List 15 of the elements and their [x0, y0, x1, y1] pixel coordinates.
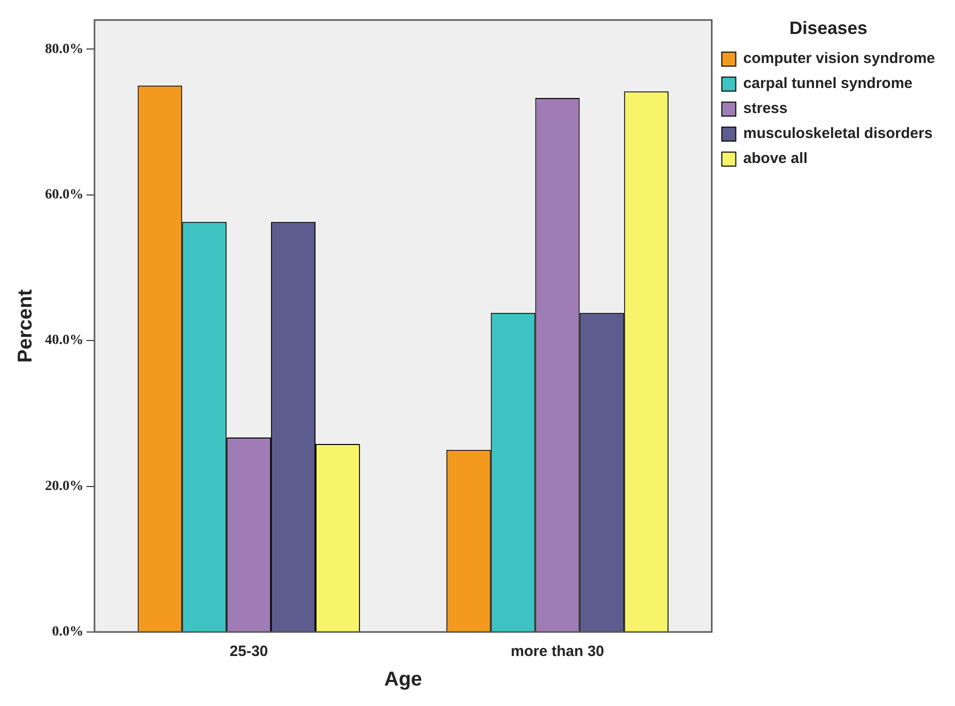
legend-label: computer vision syndrome [743, 50, 936, 68]
x-tick-label: more than 30 [510, 643, 604, 660]
x-axis-title: Age [384, 668, 422, 691]
legend-label: stress [743, 100, 788, 118]
y-axis-title: Percent [14, 288, 37, 363]
y-tick-label: 20.0% [45, 478, 84, 494]
x-tick-label: 25-30 [230, 643, 268, 660]
y-tick-label: 40.0% [45, 333, 84, 348]
y-tick-label: 60.0% [45, 187, 84, 202]
legend-label: carpal tunnel syndrome [743, 75, 913, 92]
legend-label: musculoskeletal disorders [743, 125, 933, 142]
y-tick-label: 80.0% [45, 42, 84, 57]
legend-title: Diseases [789, 18, 868, 38]
y-tick-label: 0.0% [52, 624, 84, 640]
legend-label: above all [743, 150, 808, 168]
